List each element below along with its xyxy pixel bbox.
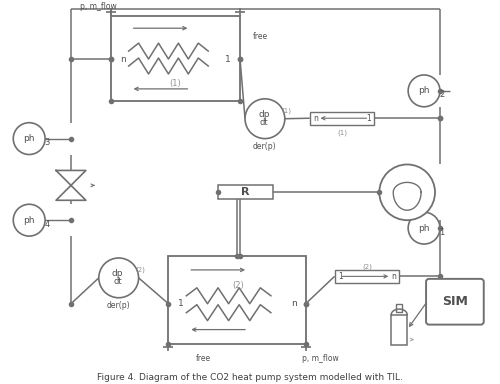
Bar [391, 314, 407, 344]
Text: n: n [291, 299, 296, 308]
Bar [310, 112, 374, 125]
Text: n: n [314, 114, 318, 123]
Text: n: n [392, 272, 396, 281]
Text: dt: dt [260, 118, 268, 127]
Text: ph: ph [24, 134, 35, 143]
Text: 1: 1 [366, 114, 372, 123]
Text: (1): (1) [282, 108, 292, 114]
Text: ph: ph [418, 86, 430, 95]
Circle shape [408, 75, 440, 107]
Text: R: R [242, 187, 250, 197]
Circle shape [14, 123, 45, 154]
Text: 1: 1 [225, 55, 231, 63]
Text: ph: ph [24, 216, 35, 225]
Bar [334, 270, 399, 283]
Text: 1: 1 [178, 299, 183, 308]
Text: Figure 4. Diagram of the CO2 heat pump system modelled with TIL.: Figure 4. Diagram of the CO2 heat pump s… [97, 373, 403, 382]
Text: 1: 1 [440, 228, 444, 237]
Text: (2): (2) [362, 264, 372, 270]
Text: free: free [196, 354, 211, 363]
Text: free: free [252, 31, 268, 41]
Text: 3: 3 [44, 138, 50, 147]
Text: (2): (2) [232, 281, 244, 290]
Text: n: n [120, 55, 126, 63]
Text: p, m_flow: p, m_flow [302, 354, 339, 363]
Bar [396, 304, 402, 312]
Text: 4: 4 [44, 220, 50, 228]
Circle shape [14, 204, 45, 236]
Text: (1): (1) [337, 129, 347, 136]
Circle shape [408, 212, 440, 244]
Text: SIM: SIM [442, 295, 468, 308]
Circle shape [245, 99, 285, 139]
Bar [218, 185, 273, 199]
Text: dt: dt [114, 277, 122, 286]
Text: 2: 2 [440, 90, 444, 99]
Text: 1: 1 [338, 272, 344, 281]
Bar [168, 256, 306, 344]
Text: (1): (1) [170, 79, 181, 88]
Text: dp: dp [112, 270, 124, 278]
Circle shape [99, 258, 138, 298]
Circle shape [380, 164, 435, 220]
Bar [110, 16, 240, 101]
Text: der(p): der(p) [107, 301, 130, 310]
Text: ph: ph [418, 223, 430, 233]
FancyBboxPatch shape [426, 279, 484, 324]
Text: p, m_flow: p, m_flow [80, 2, 117, 11]
Text: dp: dp [258, 110, 270, 119]
Text: der(p): der(p) [253, 142, 276, 151]
Text: (2): (2) [136, 266, 145, 273]
